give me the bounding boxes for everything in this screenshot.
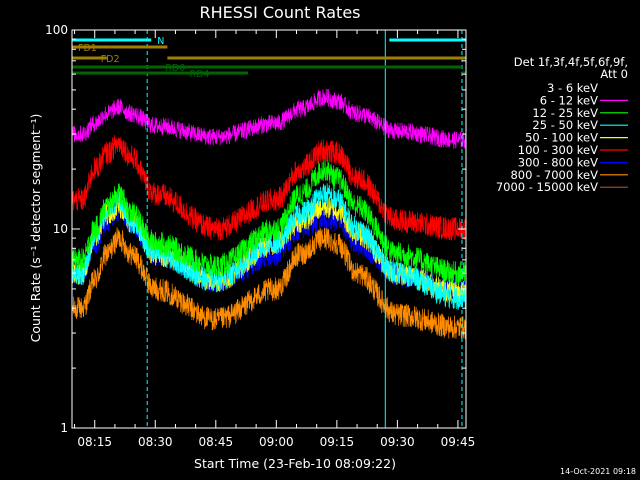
y-tick-label-10: 10 xyxy=(53,222,68,236)
timestamp-stamp: 14-Oct-2021 09:18 xyxy=(560,467,636,476)
x-tick-label-0945: 09:45 xyxy=(441,435,476,449)
x-tick-label-0930: 09:30 xyxy=(380,435,415,449)
y-tick-label-1: 1 xyxy=(60,421,68,435)
x-axis-title: Start Time (23-Feb-10 08:09:22) xyxy=(194,456,396,471)
legend-entry-label: 6 - 12 keV xyxy=(540,93,598,107)
x-tick-label-0845: 08:45 xyxy=(199,435,234,449)
annotation-label-fd1: FD1 xyxy=(78,43,97,54)
x-tick-label-0900: 09:00 xyxy=(259,435,294,449)
legend-entry-label: 100 - 300 keV xyxy=(518,143,598,157)
legend-entry-label: 25 - 50 keV xyxy=(532,118,598,132)
series-line-12-25keV xyxy=(72,157,466,285)
chart-title: RHESSI Count Rates xyxy=(200,3,361,22)
x-tick-label-0915: 09:15 xyxy=(320,435,355,449)
series-line-3-6keV xyxy=(72,117,466,190)
legend-entry-label: 3 - 6 keV xyxy=(547,81,598,95)
legend-entry-label: 800 - 7000 keV xyxy=(510,168,598,182)
x-tick-label-0815: 08:15 xyxy=(77,435,112,449)
legend-entry-label: 50 - 100 keV xyxy=(525,131,598,145)
x-tick-label-0830: 08:30 xyxy=(138,435,173,449)
series-line-800-7000keV xyxy=(72,227,466,340)
annotation-label-rd4: RD4 xyxy=(190,69,210,80)
annotation-label-fd2: FD2 xyxy=(101,54,120,65)
y-axis-title: Count Rate (s⁻¹ detector segment⁻¹) xyxy=(28,114,43,343)
annotation-label-rd0: RD0 xyxy=(165,63,185,74)
legend-header-line-1: Att 0 xyxy=(600,67,628,81)
series-line-6-12keV xyxy=(72,88,466,149)
legend-entry-label: 12 - 25 keV xyxy=(532,106,598,120)
legend-entry-label: 300 - 800 keV xyxy=(518,155,598,169)
legend-header-line-0: Det 1f,3f,4f,5f,6f,9f, xyxy=(514,55,628,69)
y-tick-label-100: 100 xyxy=(45,23,68,37)
axes: 1 10 100 08:15 08:30 08:45 09:00 09:15 09:30 09:4… xyxy=(45,23,475,449)
annotation-label-n: N xyxy=(157,36,164,47)
legend-entry-label: 7000 - 15000 keV xyxy=(496,180,598,194)
series-line-100-300keV xyxy=(72,134,466,241)
